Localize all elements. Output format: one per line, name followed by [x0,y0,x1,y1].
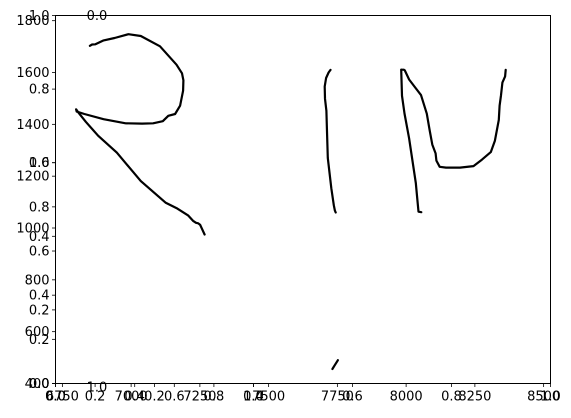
axis-b-ytick-label: 0.8 [29,200,50,215]
plot-frame [55,15,551,384]
axis-b-ytick-label: 1.0 [29,156,50,171]
stroke-i [323,68,337,214]
axis-a-ytick-label: 0.6 [29,156,50,171]
axis-a-xtick-label: 0.8 [441,390,462,405]
axis-c-ytick-label: 1600 [16,66,49,81]
axis-c-xtick-label: 7500 [252,390,285,405]
axis-c-ytick-label: 1400 [16,118,49,133]
stroke-n [400,68,507,169]
axis-b-xtick-label: 0.8 [204,390,225,405]
axis-b-xtick-label: 0.2 [85,390,106,405]
axis-a-xtick-label: 0.6 [342,390,363,405]
axis-b-ytick-label: 0.4 [29,289,50,304]
axis-c-xtick-label: 8250 [458,390,491,405]
axis-b-xtick-label: 0.6 [164,390,185,405]
axis-c-xtick-label: 7000 [115,390,148,405]
axis-a-ytick-label: 0.0 [29,377,50,392]
axis-c-xtick-label: 8500 [527,390,560,405]
axis-b-extra-xtick-label: 1.0 [87,381,108,396]
stroke-i-dot [331,359,339,371]
axis-a-ytick-label: 0.8 [29,83,50,98]
axis-c-ytick-label: 1200 [16,170,49,185]
axis-b-xtick-label: 0.4 [124,390,145,405]
axis-a-ytick-label: 1.0 [29,9,50,24]
axis-c-ytick-label: 400 [25,377,50,392]
axis-c-xtick-label: 6750 [46,390,79,405]
axis-b-ytick-label: 0.6 [29,245,50,260]
axis-b-xtick-label: 0.0 [45,390,66,405]
chart-ticks: 0.0 0.2 0.4 0.6 0.8 1.00.00.20.40.60.81.00.0 0… [16,9,560,405]
axis-c-ytick-label: 800 [25,273,50,288]
axis-c-ytick-label: 1800 [16,14,49,29]
chart-marks [74,33,507,371]
plot-area [55,15,551,384]
axis-a-xtick-label: 1.0 [540,390,561,405]
stroke-r [74,33,206,236]
axis-a-xtick-label: 0.4 [243,390,264,405]
axis-b-xtick-label: 1.0 [243,390,264,405]
axis-a-xtick-label: 0.2 [144,390,165,405]
axis-c-xtick-label: 8000 [390,390,423,405]
axis-b-ytick-label: 0.2 [29,333,50,348]
stroke-n-stem [400,68,423,214]
axis-a-xtick-label: 0.0 [45,390,66,405]
axis-a-ytick-label: 0.4 [29,230,50,245]
axis-c-ytick-label: 1000 [16,222,49,237]
axis-c-ytick-label: 600 [25,325,50,340]
axis-b-top-tick-label: 0.0 [87,9,108,24]
axis-c-xtick-label: 7750 [321,390,354,405]
axis-a-ytick-label: 0.2 [29,303,50,318]
axis-b-ytick-label: 0.0 [29,377,50,392]
axis-c-xtick-label: 7250 [183,390,216,405]
